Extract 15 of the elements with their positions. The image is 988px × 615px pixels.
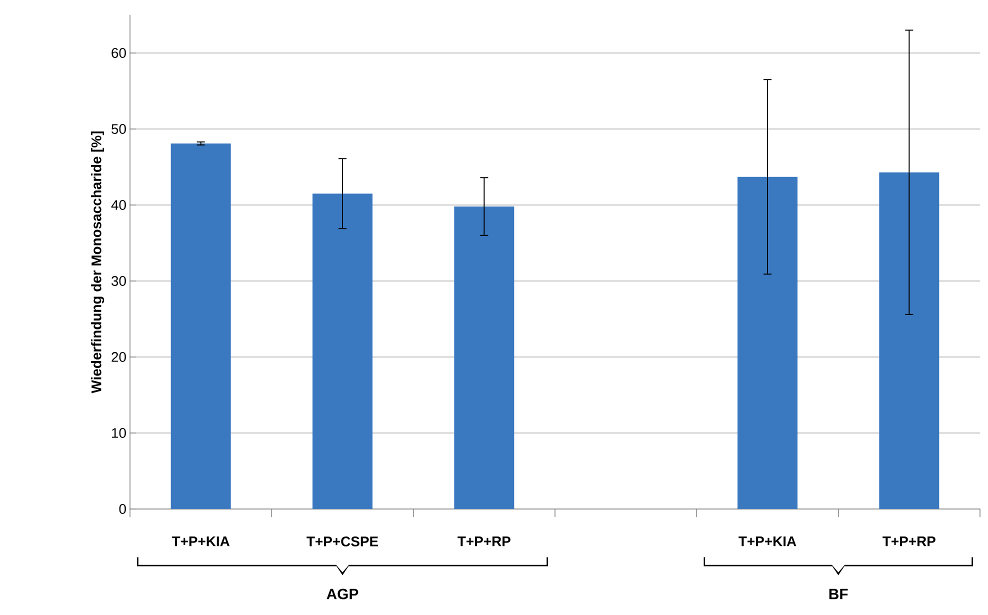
x-tick-label: T+P+RP xyxy=(882,536,936,546)
x-tick-label: T+P+KIA xyxy=(738,536,796,546)
y-tick-label: 40 xyxy=(111,200,126,210)
x-tick-label: T+P+RP xyxy=(458,536,510,546)
text: BF xyxy=(829,588,848,600)
text: AGP xyxy=(326,588,358,600)
y-tick-label: 0 xyxy=(119,504,126,514)
y-tick-label: 30 xyxy=(112,276,126,286)
x-tick-label: T+P+KIA xyxy=(172,536,230,546)
x-tick-label: T+P+CSPE xyxy=(306,536,378,546)
y-tick-label: 10 xyxy=(112,428,126,438)
y-tick-label: 60 xyxy=(112,48,126,58)
y-axis-title: Wiederfindung der Monosaccharide [%] xyxy=(91,131,104,394)
y-tick-label: 50 xyxy=(112,124,126,134)
y-tick-label: 20 xyxy=(112,352,126,362)
